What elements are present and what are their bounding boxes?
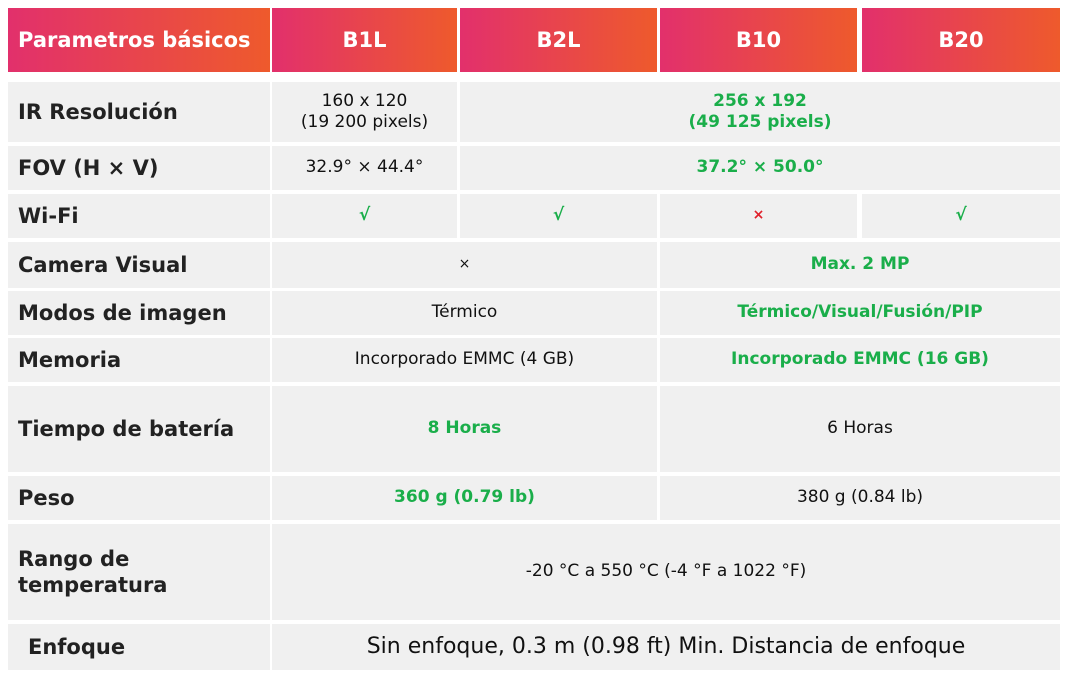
cell: Sin enfoque, 0.3 m (0.98 ft) Min. Distan…	[272, 624, 1060, 670]
row-label: Peso	[8, 476, 270, 520]
cell: Max. 2 MP	[660, 242, 1060, 288]
cell: Incorporado EMMC (4 GB)	[272, 338, 657, 382]
cell: Térmico	[272, 291, 657, 335]
header-cell: B1L	[272, 8, 457, 72]
cell: ×	[660, 194, 857, 238]
row-label: IR Resolución	[8, 82, 270, 142]
header-cell: B10	[660, 8, 857, 72]
cell: Incorporado EMMC (16 GB)	[660, 338, 1060, 382]
header-cell: B2L	[460, 8, 657, 72]
header-cell: Parametros básicos	[8, 8, 270, 72]
cell: 32.9° × 44.4°	[272, 146, 457, 190]
row-label: Modos de imagen	[8, 291, 270, 335]
cell: √	[460, 194, 657, 238]
cell: 8 Horas	[272, 386, 657, 472]
cell: 256 x 192 (49 125 pixels)	[460, 82, 1060, 142]
row-label: Enfoque	[8, 624, 270, 670]
row-label: Wi-Fi	[8, 194, 270, 238]
row-label: FOV (H × V)	[8, 146, 270, 190]
row-label: Tiempo de batería	[8, 386, 270, 472]
cell: √	[272, 194, 457, 238]
row-label: Memoria	[8, 338, 270, 382]
cell: 37.2° × 50.0°	[460, 146, 1060, 190]
cell: √	[862, 194, 1060, 238]
cell: ×	[272, 242, 657, 288]
header-cell: B20	[862, 8, 1060, 72]
row-label: Rango de temperatura	[8, 524, 270, 620]
cell: 160 x 120 (19 200 pixels)	[272, 82, 457, 142]
cell: -20 °C a 550 °C (-4 °F a 1022 °F)	[272, 524, 1060, 620]
cell: 360 g (0.79 lb)	[272, 476, 657, 520]
cell: 6 Horas	[660, 386, 1060, 472]
cell: Térmico/Visual/Fusión/PIP	[660, 291, 1060, 335]
cell: 380 g (0.84 lb)	[660, 476, 1060, 520]
row-label: Camera Visual	[8, 242, 270, 288]
